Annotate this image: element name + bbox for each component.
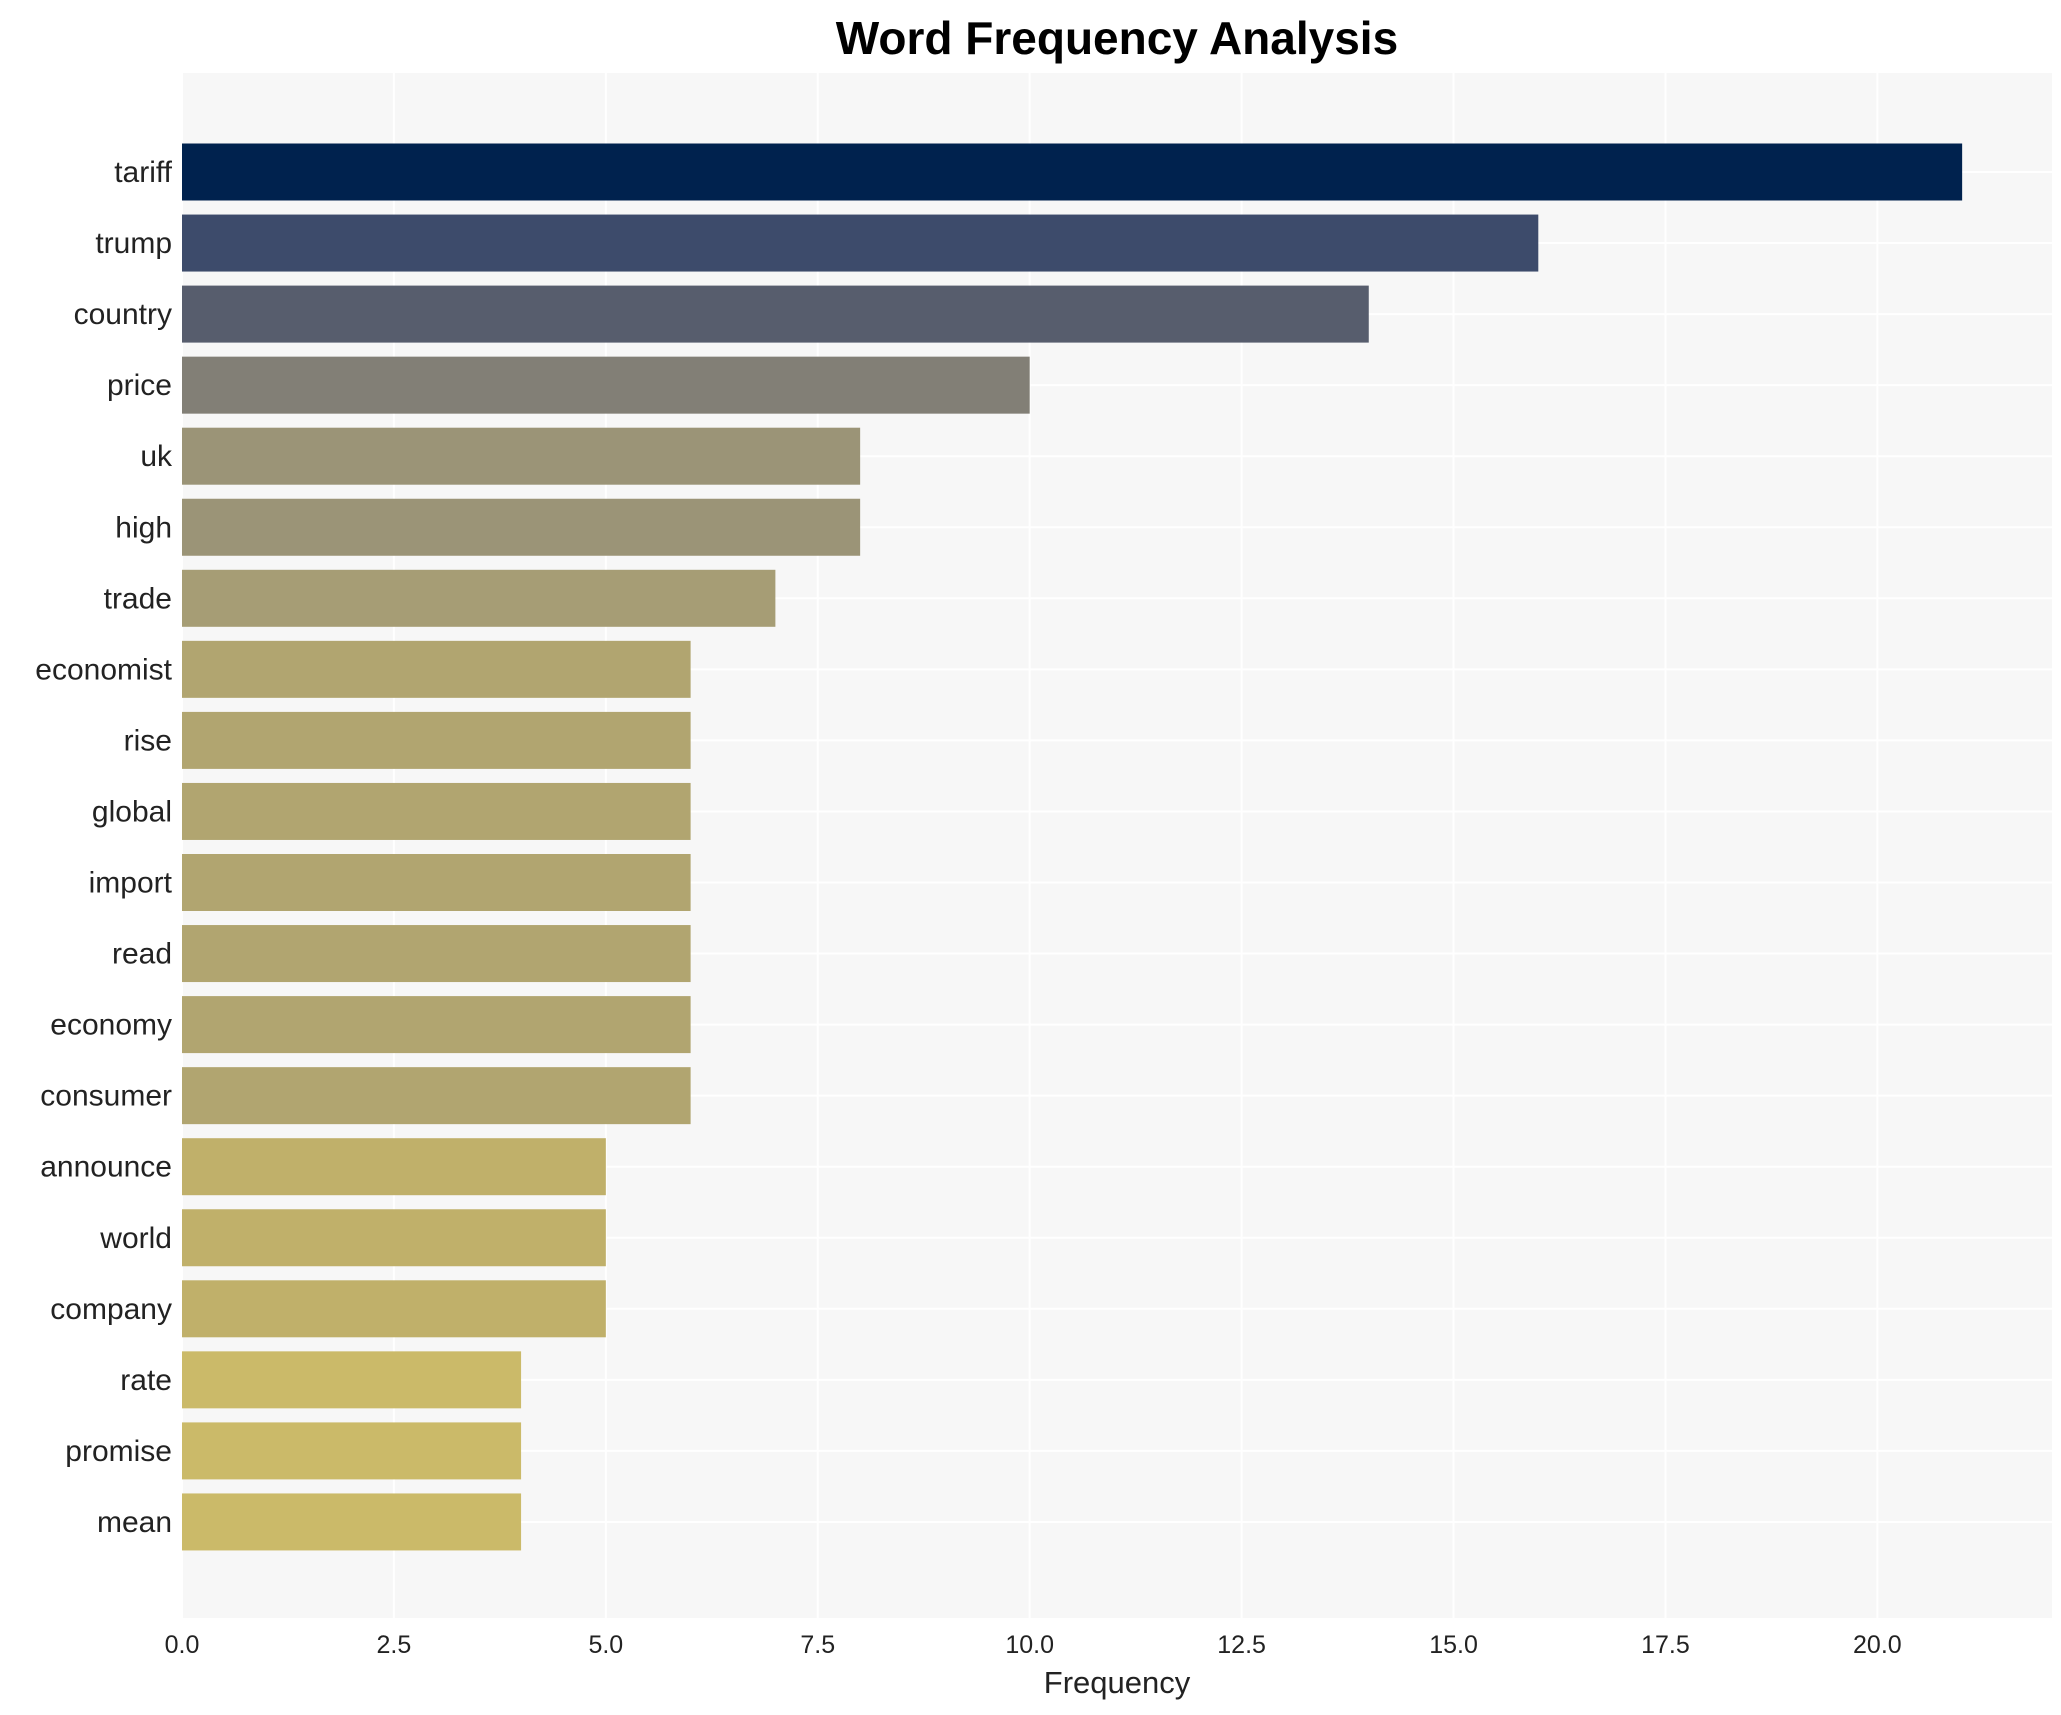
y-tick-label: trade	[104, 582, 172, 615]
x-tick-label: 20.0	[1853, 1631, 1902, 1659]
y-tick-label: world	[99, 1222, 172, 1255]
y-tick-label: mean	[97, 1506, 172, 1539]
bar-high	[182, 498, 861, 556]
y-tick-label: trump	[95, 227, 172, 260]
bar-consumer	[182, 1067, 691, 1125]
bar-rate	[182, 1351, 522, 1409]
x-tick-label: 5.0	[588, 1631, 623, 1659]
y-tick-label: economy	[50, 1009, 172, 1042]
y-tick-label: rate	[120, 1364, 172, 1397]
y-tick-label: rise	[124, 724, 172, 757]
bar-trump	[182, 214, 1539, 272]
y-tick-label: read	[112, 938, 172, 971]
y-tick-label: high	[115, 511, 172, 544]
bar-import	[182, 854, 691, 911]
bar-country	[182, 285, 1369, 343]
chart-title: Word Frequency Analysis	[836, 12, 1398, 64]
x-tick-label: 12.5	[1217, 1631, 1266, 1659]
bar-world	[182, 1209, 606, 1267]
bar-tariff	[182, 143, 1963, 201]
x-tick-label: 15.0	[1429, 1631, 1478, 1659]
bar-uk	[182, 427, 861, 485]
bar-economist	[182, 640, 691, 698]
y-tick-label: global	[92, 795, 172, 828]
y-tick-label: announce	[40, 1151, 172, 1184]
bar-promise	[182, 1422, 522, 1480]
bar-company	[182, 1280, 606, 1338]
x-tick-label: 7.5	[800, 1631, 835, 1659]
bar-trade	[182, 569, 776, 627]
y-tick-label: country	[74, 298, 172, 331]
y-tick-label: company	[50, 1293, 172, 1326]
x-tick-label: 17.5	[1641, 1631, 1690, 1659]
y-tick-label: uk	[140, 440, 173, 473]
y-tick-label: import	[89, 867, 173, 900]
bar-read	[182, 925, 691, 983]
y-tick-label: price	[107, 369, 172, 402]
x-tick-label: 0.0	[165, 1631, 200, 1659]
y-tick-label: economist	[35, 653, 172, 686]
y-tick-label: tariff	[114, 156, 172, 189]
x-axis-label: Frequency	[1044, 1665, 1191, 1700]
bar-economy	[182, 996, 691, 1054]
y-tick-label: consumer	[40, 1080, 172, 1113]
y-tick-label: promise	[65, 1435, 172, 1468]
bar-announce	[182, 1138, 606, 1196]
x-tick-label: 10.0	[1005, 1631, 1054, 1659]
bar-global	[182, 782, 691, 840]
x-tick-label: 2.5	[377, 1631, 412, 1659]
bar-mean	[182, 1493, 522, 1551]
bar-rise	[182, 711, 691, 769]
bar-price	[182, 356, 1030, 414]
